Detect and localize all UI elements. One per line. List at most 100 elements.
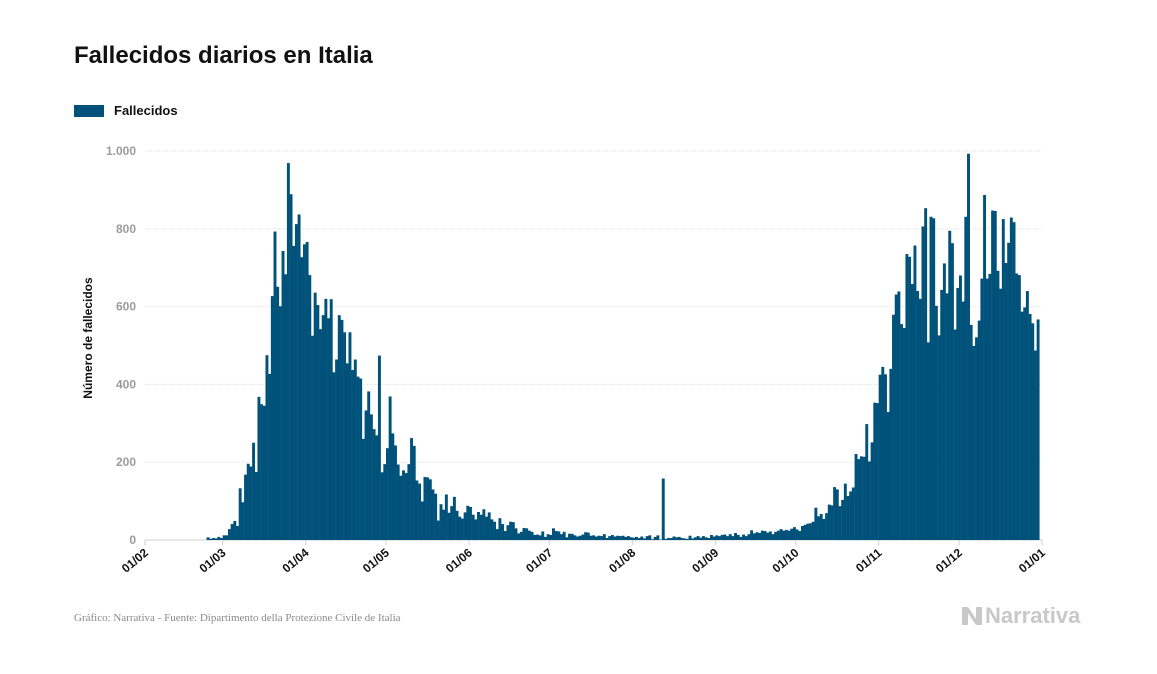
- bar: [975, 337, 978, 540]
- bar: [415, 480, 419, 540]
- bar: [1033, 350, 1037, 540]
- bar: [787, 530, 791, 540]
- brand-logo: Narrativa: [962, 603, 1080, 629]
- bar: [766, 532, 770, 540]
- bar: [584, 532, 588, 540]
- bar: [1017, 275, 1021, 540]
- bar: [830, 505, 834, 540]
- bar: [969, 324, 973, 540]
- bar: [586, 532, 590, 540]
- bar: [763, 531, 767, 540]
- bar: [316, 305, 320, 540]
- bar: [945, 293, 949, 540]
- bar: [720, 534, 724, 540]
- bar: [846, 496, 850, 540]
- legend-swatch: [74, 104, 104, 117]
- bar: [924, 208, 928, 540]
- bar: [728, 534, 732, 540]
- bar: [1036, 319, 1040, 540]
- bar: [463, 512, 467, 540]
- bar: [926, 342, 930, 540]
- bar: [576, 536, 580, 540]
- bar: [771, 534, 775, 540]
- bar: [474, 519, 478, 540]
- bar: [562, 531, 566, 540]
- bar: [324, 298, 328, 540]
- bar: [632, 537, 636, 540]
- bar: [327, 318, 331, 540]
- bar: [297, 214, 301, 540]
- bar: [854, 454, 858, 540]
- bar: [466, 505, 470, 540]
- bar: [613, 536, 617, 540]
- bar: [685, 538, 689, 540]
- bar: [640, 536, 644, 540]
- x-tick-label: 01/09: [689, 545, 721, 575]
- bar: [552, 528, 555, 540]
- bar: [581, 534, 585, 540]
- bar: [790, 528, 794, 540]
- bar: [511, 522, 515, 540]
- bar: [487, 512, 491, 540]
- x-axis-ticks: 01/02 01/03 01/04 01/05 01/06 01/07 01/08 01/09…: [119, 540, 1048, 576]
- bar: [693, 537, 697, 540]
- bar: [254, 471, 258, 540]
- bar: [485, 516, 488, 540]
- bar: [394, 445, 397, 540]
- bar: [543, 536, 547, 540]
- bar: [337, 315, 341, 540]
- bar: [420, 501, 424, 540]
- bar: [246, 463, 250, 540]
- bar: [594, 536, 598, 540]
- bar: [838, 506, 842, 540]
- bar: [884, 374, 887, 540]
- bar: [859, 456, 863, 540]
- bar: [367, 391, 371, 540]
- bar: [1007, 242, 1011, 541]
- bar: [412, 445, 416, 540]
- bar: [498, 518, 502, 540]
- bar: [214, 538, 218, 540]
- bar: [784, 529, 788, 540]
- bar: [664, 538, 668, 540]
- bar: [442, 509, 446, 540]
- bar: [519, 531, 523, 540]
- bar: [950, 243, 954, 540]
- bar: [490, 519, 494, 540]
- bar: [889, 368, 893, 540]
- y-tick-label: 1.000: [106, 144, 136, 158]
- bar: [503, 531, 507, 540]
- bar: [353, 359, 357, 540]
- bar: [643, 538, 646, 540]
- bar: [656, 535, 660, 540]
- bar: [916, 291, 920, 540]
- bar: [455, 510, 459, 540]
- bar: [776, 530, 780, 540]
- bar: [865, 424, 869, 540]
- bar: [635, 536, 638, 540]
- bar: [452, 496, 456, 540]
- bar: [661, 478, 665, 540]
- bar: [782, 530, 786, 540]
- bar: [752, 533, 756, 540]
- bar: [610, 534, 614, 540]
- bar: [699, 537, 703, 540]
- bar: [431, 489, 435, 540]
- bar: [276, 286, 280, 540]
- bar: [747, 534, 751, 540]
- bar: [396, 464, 400, 540]
- bar: [321, 315, 325, 540]
- legend: Fallecidos: [74, 103, 178, 118]
- bar: [806, 523, 810, 540]
- bar: [712, 536, 716, 540]
- bar: [817, 516, 821, 540]
- bar: [851, 487, 855, 540]
- bar: [460, 518, 464, 540]
- bar: [570, 533, 574, 540]
- bar: [972, 345, 976, 540]
- bar: [1015, 273, 1019, 540]
- bar: [801, 526, 804, 540]
- bar: [364, 410, 368, 540]
- bar: [843, 483, 847, 540]
- x-tick-label: 01/08: [606, 545, 638, 575]
